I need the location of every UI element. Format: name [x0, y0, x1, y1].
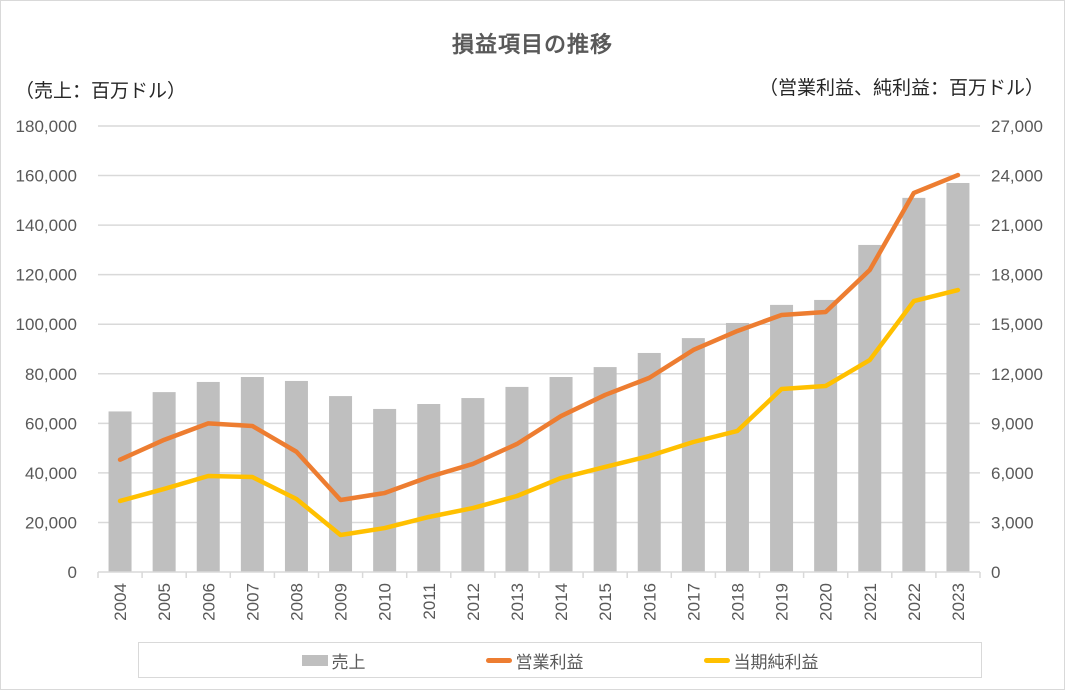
sales-bar — [770, 304, 794, 572]
x-tick-label: 2021 — [861, 583, 880, 621]
right-y-tick-label: 18,000 — [991, 266, 1043, 285]
operating-profit-line — [117, 172, 961, 503]
x-tick-label: 2009 — [332, 583, 351, 621]
sales-bar — [549, 376, 573, 572]
legend-label-net-income: 当期純利益 — [733, 652, 819, 673]
sales-bar — [637, 352, 661, 572]
sales-bar — [681, 338, 705, 572]
sales-bar — [329, 396, 353, 572]
x-tick-label: 2023 — [949, 583, 968, 621]
left-y-tick-label: 120,000 — [16, 266, 77, 285]
left-y-tick-label: 60,000 — [25, 414, 77, 433]
legend-swatch-operating-profit — [485, 657, 512, 663]
x-tick-label: 2005 — [155, 583, 174, 621]
sales-bar — [461, 398, 485, 572]
x-tick-label: 2013 — [508, 583, 527, 621]
sales-bar — [814, 299, 838, 572]
profit-lines — [117, 172, 961, 538]
sales-bar — [858, 244, 882, 572]
left-y-tick-label: 40,000 — [25, 464, 77, 483]
x-tick-label: 2017 — [684, 583, 703, 621]
left-y-tick-label: 180,000 — [16, 117, 77, 136]
sales-bar — [902, 197, 926, 572]
right-y-tick-label: 12,000 — [991, 365, 1043, 384]
x-tick-label: 2010 — [376, 583, 395, 621]
sales-bar — [417, 404, 441, 572]
legend-label-operating-profit: 営業利益 — [515, 652, 584, 673]
legend-item-operating-profit: 営業利益 — [485, 648, 584, 673]
gridlines — [98, 125, 980, 524]
sales-bar — [152, 392, 176, 572]
right-y-tick-label: 27,000 — [991, 117, 1043, 136]
right-y-tick-label: 0 — [991, 563, 1000, 582]
legend-item-net-income: 当期純利益 — [703, 648, 819, 673]
x-tick-label: 2014 — [552, 583, 571, 621]
legend-swatch-net-income — [703, 657, 730, 663]
sales-bar — [108, 411, 132, 572]
x-tick-label: 2015 — [596, 583, 615, 621]
legend-swatch-sales — [301, 654, 328, 666]
x-tick-label: 2008 — [287, 583, 306, 621]
sales-bar — [240, 376, 264, 572]
left-y-tick-label: 100,000 — [16, 315, 77, 334]
legend-item-sales: 売上 — [301, 648, 366, 673]
x-tick-label: 2018 — [728, 583, 747, 621]
chart-title: 損益項目の推移 — [451, 33, 613, 58]
legend: 売上 営業利益 当期純利益 — [138, 642, 982, 678]
right-y-tick-label: 24,000 — [991, 167, 1043, 186]
x-tick-label: 2006 — [199, 583, 218, 621]
left-axis-unit-label: （売上：百万ドル） — [15, 80, 187, 102]
right-y-tick-label: 9,000 — [991, 414, 1034, 433]
left-y-tick-label: 0 — [68, 563, 77, 582]
sales-bar — [593, 367, 617, 572]
x-tick-label: 2016 — [640, 583, 659, 621]
legend-label-sales: 売上 — [331, 652, 366, 673]
right-axis-unit-label: （営業利益、純利益：百万ドル） — [758, 77, 1044, 99]
right-y-tick-label: 3,000 — [991, 513, 1034, 532]
sales-bars — [108, 182, 970, 572]
left-y-tick-label: 160,000 — [16, 167, 77, 186]
right-y-tick-label: 15,000 — [991, 315, 1043, 334]
left-y-tick-label: 140,000 — [16, 216, 77, 235]
x-tick-label: 2012 — [464, 583, 483, 621]
x-tick-label: 2022 — [905, 583, 924, 621]
plot-area: 0 0 20,000 3,000 40,000 6,000 60,000 9,000 80,00… — [16, 117, 1043, 621]
sales-bar — [284, 380, 308, 572]
right-y-tick-label: 21,000 — [991, 216, 1043, 235]
net-income-line — [117, 287, 961, 538]
x-tick-label: 2007 — [243, 583, 262, 621]
sales-bar — [505, 386, 529, 572]
sales-bar — [946, 182, 970, 572]
axes: 0 0 20,000 3,000 40,000 6,000 60,000 9,000 80,00… — [16, 117, 1043, 621]
x-tick-label: 2019 — [773, 583, 792, 621]
x-tick-label: 2011 — [420, 583, 439, 620]
left-y-tick-label: 80,000 — [25, 365, 77, 384]
right-y-tick-label: 6,000 — [991, 464, 1034, 483]
x-tick-label: 2004 — [111, 583, 130, 621]
sales-bar — [725, 322, 749, 572]
left-y-tick-label: 20,000 — [25, 513, 77, 532]
x-tick-label: 2020 — [817, 583, 836, 621]
